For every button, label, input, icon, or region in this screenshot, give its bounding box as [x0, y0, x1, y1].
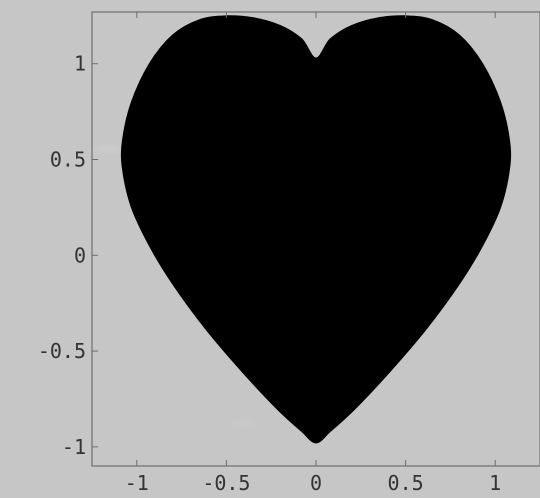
y-tick-label: 0 [74, 243, 86, 267]
x-tick-label: -0.5 [202, 471, 250, 495]
x-tick-label: 1 [489, 471, 501, 495]
y-tick-label: -1 [62, 435, 86, 459]
x-tick-label: -1 [125, 471, 149, 495]
heart-layer [120, 15, 512, 444]
y-axis: 1 0.5 0 -0.5 -1 [38, 52, 98, 459]
x-tick-label: 0.5 [388, 471, 424, 495]
x-tick-label: 0 [310, 471, 322, 495]
y-tick-label: 0.5 [50, 148, 86, 172]
x-axis: -1 -0.5 0 0.5 1 [125, 12, 501, 495]
y-tick-label: 1 [74, 52, 86, 76]
heart-shape [120, 15, 512, 444]
y-tick-label: -0.5 [38, 339, 86, 363]
